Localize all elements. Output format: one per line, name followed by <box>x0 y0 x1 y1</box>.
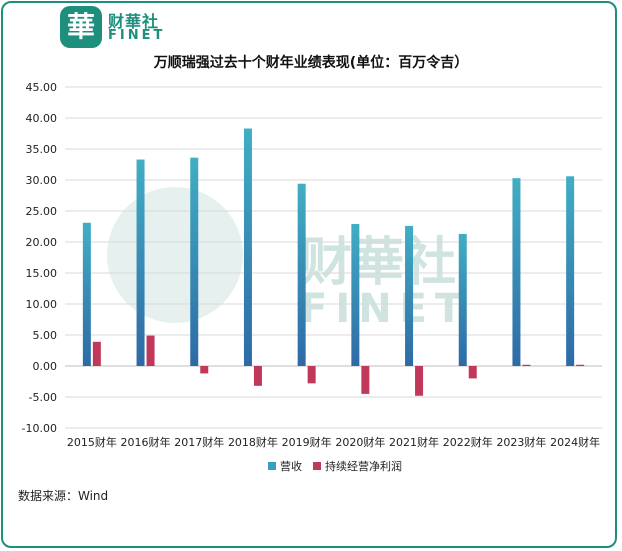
net-profit-bar <box>200 366 209 374</box>
y-tick-label: 5.00 <box>33 329 58 342</box>
net-profit-bar <box>415 366 424 396</box>
x-tick-label: 2017财年 <box>174 435 224 449</box>
revenue-bar <box>512 178 521 366</box>
revenue-bar <box>566 176 575 366</box>
revenue-bar <box>297 183 306 366</box>
y-tick-label: 40.00 <box>26 112 58 125</box>
y-tick-label: 30.00 <box>26 174 58 187</box>
net-profit-bar <box>361 366 370 394</box>
net-profit-bar <box>146 335 155 366</box>
x-tick-label: 2022财年 <box>443 435 493 449</box>
x-tick-label: 2015财年 <box>67 435 117 449</box>
y-tick-label: 0.00 <box>33 360 58 373</box>
revenue-bar <box>136 159 145 366</box>
net-profit-bar <box>522 364 531 366</box>
x-tick-label: 2020财年 <box>335 435 385 449</box>
chart-title: 万顺瑞强过去十个财年业绩表现(单位：百万令吉） <box>153 55 469 71</box>
net-profit-bar <box>576 364 585 366</box>
net-profit-bar <box>253 366 262 386</box>
revenue-bar <box>351 224 360 366</box>
x-tick-label: 2023财年 <box>496 435 546 449</box>
watermark-text-en: FINET <box>300 286 470 332</box>
net-profit-bar <box>92 341 101 366</box>
y-tick-label: 15.00 <box>26 267 58 280</box>
finet-logo: 華 <box>60 6 102 48</box>
y-tick-label: -10.00 <box>22 422 57 435</box>
legend-label-net-profit: 持续经营净利润 <box>325 459 402 473</box>
data-source-note: 数据来源：Wind <box>18 489 109 503</box>
revenue-bar <box>82 222 91 366</box>
y-tick-label: 45.00 <box>26 81 58 94</box>
x-tick-label: 2021财年 <box>389 435 439 449</box>
legend-swatch-net-profit <box>313 462 321 470</box>
revenue-bar <box>190 157 199 366</box>
legend-label-revenue: 营收 <box>280 459 302 473</box>
x-tick-label: 2016财年 <box>121 435 171 449</box>
x-tick-label: 2019财年 <box>282 435 332 449</box>
revenue-bar <box>243 128 252 366</box>
watermark-text-cn: 财華社 <box>300 233 456 293</box>
net-profit-bar <box>307 366 316 384</box>
y-tick-label: 10.00 <box>26 298 58 311</box>
revenue-bar <box>458 233 467 366</box>
finet-watermark: 财華社 FINET <box>107 187 470 332</box>
legend-swatch-revenue <box>268 462 276 470</box>
net-profit-bar <box>468 366 477 379</box>
x-tick-label: 2018财年 <box>228 435 278 449</box>
y-tick-label: 20.00 <box>26 236 58 249</box>
y-tick-label: 25.00 <box>26 205 58 218</box>
revenue-bar <box>405 225 414 366</box>
y-tick-label: 35.00 <box>26 143 58 156</box>
y-tick-label: -5.00 <box>29 391 57 404</box>
brand-name-en: FINET <box>108 28 166 43</box>
x-tick-label: 2024财年 <box>550 435 600 449</box>
brand-name-cn: 财華社 <box>108 12 160 31</box>
